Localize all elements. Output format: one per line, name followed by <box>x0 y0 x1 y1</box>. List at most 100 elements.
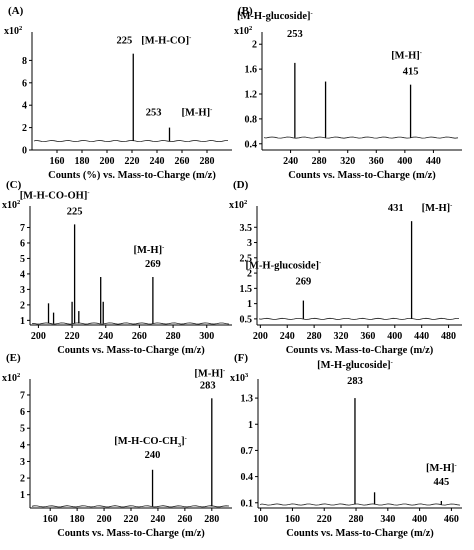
x-tick-label: 280 <box>204 514 219 525</box>
x-axis-label: Counts vs. Mass-to-Charge (m/z) <box>57 528 205 539</box>
ion-label-text: [M-H] <box>194 368 223 379</box>
spectrum-baseline <box>31 505 230 508</box>
x-tick-label: 200 <box>100 156 115 167</box>
x-tick-label: 400 <box>412 514 427 525</box>
panel-label: (A) <box>8 5 24 17</box>
y-tick-label: 1.3 <box>241 394 254 405</box>
y-multiplier-base: x10 <box>2 200 17 211</box>
x-tick-label: 160 <box>43 514 58 525</box>
x-tick-label: 100 <box>253 514 268 525</box>
ion-charge: - <box>210 107 212 114</box>
x-tick-label: 200 <box>31 331 46 342</box>
x-tick-label: 220 <box>124 514 139 525</box>
ion-label: [M-H-CO-CH3]- <box>114 435 187 449</box>
peak-mz-label: 225 <box>67 206 83 217</box>
y-tick-label: 8 <box>22 56 27 67</box>
spectrum-baseline <box>33 139 229 143</box>
ion-label: [M-H-glucoside]- <box>237 10 313 22</box>
ion-label-text-end: ] <box>181 436 185 447</box>
x-tick-label: 320 <box>334 331 349 342</box>
y-tick-label: 5 <box>20 254 25 265</box>
ion-charge: - <box>185 435 187 442</box>
y-multiplier-base: x10 <box>234 26 249 37</box>
panel-label: (E) <box>6 352 21 364</box>
ion-label-text: [M-H-glucoside] <box>237 11 311 22</box>
y-multiplier-exp: 3 <box>245 372 249 379</box>
ion-charge: - <box>311 10 313 17</box>
ion-label-text: [M-H] <box>426 463 455 474</box>
y-tick-label: 2 <box>20 474 25 485</box>
peak-mz-label: 269 <box>145 259 161 270</box>
y-tick-label: 0 <box>22 146 27 157</box>
y-multiplier: x103 <box>230 372 249 384</box>
y-tick-label: 4 <box>20 440 25 451</box>
peak-mz-label: 283 <box>200 380 216 391</box>
x-axis-label: Counts vs. Mass-to-Charge (m/z) <box>288 170 436 181</box>
spectrum-baseline <box>263 136 459 139</box>
ion-label-text: [M-H] <box>134 245 163 256</box>
ion-label: [M-H]- <box>134 244 165 256</box>
ion-label: [M-H-glucoside]- <box>317 359 393 371</box>
y-tick-label: 7 <box>20 390 25 401</box>
x-tick-label: 360 <box>360 331 375 342</box>
x-tick-label: 300 <box>199 331 214 342</box>
x-axis-label: Counts vs. Mass-to-Charge (m/z) <box>286 528 434 539</box>
y-tick-label: 4 <box>22 101 27 112</box>
x-tick-label: 200 <box>97 514 112 525</box>
x-tick-label: 240 <box>283 156 298 167</box>
x-tick-label: 260 <box>175 156 190 167</box>
panel-label: (C) <box>6 179 22 191</box>
ion-label: [M-H]- <box>426 462 457 474</box>
ion-label-text: [M-H] <box>391 51 420 62</box>
ion-label-text: [M-H] <box>422 203 451 214</box>
peak-mz-label: 415 <box>403 67 419 78</box>
x-tick-label: 400 <box>397 156 412 167</box>
y-multiplier-base: x10 <box>4 26 19 37</box>
x-tick-label: 180 <box>75 156 90 167</box>
x-axis-label: Counts vs. Mass-to-Charge (m/z) <box>286 345 434 356</box>
x-tick-label: 280 <box>312 156 327 167</box>
y-tick-label: 6 <box>20 238 25 249</box>
y-multiplier-exp: 2 <box>244 199 247 206</box>
y-tick-label: 2 <box>20 300 25 311</box>
panel-label: (D) <box>233 179 249 191</box>
y-tick-label: 1.2 <box>245 90 258 101</box>
ion-charge: - <box>420 50 422 57</box>
peak-mz-label: 225 <box>117 36 133 47</box>
x-axis-label: Counts vs. Mass-to-Charge (m/z) <box>57 345 205 356</box>
y-multiplier-exp: 2 <box>19 25 22 32</box>
y-tick-label: 1.5 <box>240 284 253 295</box>
y-tick-label: 5 <box>20 424 25 435</box>
x-tick-label: 280 <box>349 514 364 525</box>
y-multiplier-base: x10 <box>230 373 245 384</box>
ion-label: [M-H-CO-OH]- <box>20 189 90 201</box>
y-tick-label: 2 <box>22 123 27 134</box>
panel-label: (F) <box>234 352 248 364</box>
y-multiplier: x102 <box>2 372 20 384</box>
ion-label-subscript: 3 <box>178 442 182 449</box>
y-tick-label: 4 <box>20 269 25 280</box>
y-tick-label: 1 <box>20 490 25 501</box>
x-tick-label: 360 <box>369 156 384 167</box>
ion-charge: - <box>391 359 393 366</box>
y-multiplier-exp: 2 <box>249 25 252 32</box>
panel-label: (B) <box>238 5 253 17</box>
y-tick-label: 0.4 <box>245 139 258 150</box>
y-tick-label: 6 <box>20 407 25 418</box>
x-tick-label: 240 <box>280 331 295 342</box>
ion-label-text: [M-H-CO] <box>141 36 189 47</box>
ion-charge: - <box>189 35 191 42</box>
x-tick-label: 220 <box>125 156 140 167</box>
y-multiplier-base: x10 <box>229 200 244 211</box>
peak-mz-label: 240 <box>145 450 161 461</box>
ion-label: [M-H]- <box>182 107 213 119</box>
ion-label-text: [M-H-glucoside] <box>317 360 391 371</box>
y-tick-label: 3 <box>247 238 252 249</box>
peak-mz-label: 283 <box>347 376 363 387</box>
y-tick-label: 2 <box>252 40 257 51</box>
ion-charge: - <box>223 367 225 374</box>
y-tick-label: 3.5 <box>240 223 253 234</box>
